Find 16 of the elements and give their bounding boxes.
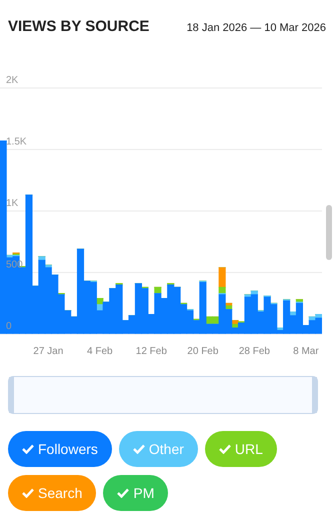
text: Search xyxy=(38,485,82,501)
y-tick-label: 1.5K xyxy=(6,136,27,148)
text: PM xyxy=(133,485,154,501)
text: Followers xyxy=(38,441,98,457)
y-tick-label: 0 xyxy=(6,320,12,332)
x-tick-label: 4 Feb xyxy=(87,346,114,357)
text: URL xyxy=(234,441,263,457)
x-tick-label: 20 Feb xyxy=(187,346,219,357)
x-tick-label: 27 Jan xyxy=(33,346,64,357)
x-tick-label: 28 Feb xyxy=(238,346,270,357)
chart-subtitle: 18 Jan 2026 — 10 Mar 2026 xyxy=(186,22,326,34)
x-tick-label: 12 Feb xyxy=(136,346,168,357)
text: Other xyxy=(148,441,184,457)
chart-title: VIEWS BY SOURCE xyxy=(8,18,150,35)
y-tick-label: 2K xyxy=(6,74,19,86)
x-tick-label: 8 Mar xyxy=(293,346,320,357)
